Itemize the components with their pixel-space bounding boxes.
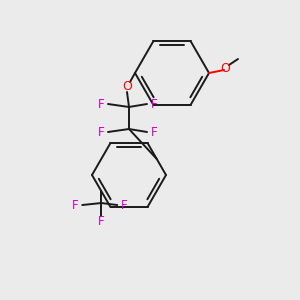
Text: F: F [151, 98, 157, 110]
Text: F: F [98, 98, 104, 110]
Text: F: F [151, 125, 157, 139]
Text: F: F [72, 199, 79, 212]
Text: F: F [98, 214, 105, 227]
Text: F: F [121, 199, 128, 212]
Text: F: F [98, 125, 104, 139]
Text: O: O [122, 80, 132, 94]
Text: O: O [220, 62, 230, 76]
